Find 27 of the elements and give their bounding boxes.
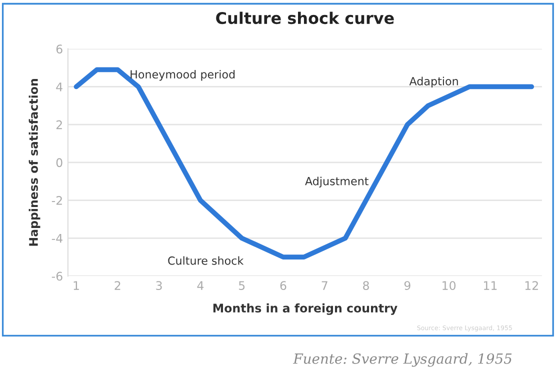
x-tick-label: 10 bbox=[442, 281, 456, 290]
x-tick-label: 9 bbox=[404, 281, 410, 290]
x-tick-label: 8 bbox=[363, 281, 369, 290]
annotation: Adaption bbox=[409, 76, 458, 88]
x-tick-label: 6 bbox=[280, 281, 286, 290]
annotation: Honeymood period bbox=[130, 70, 235, 81]
y-tick-label: 2 bbox=[56, 120, 62, 130]
y-tick-label: 6 bbox=[56, 44, 62, 54]
x-tick-label: 3 bbox=[156, 281, 162, 290]
x-tick-label: 12 bbox=[525, 281, 538, 290]
x-tick-label: 1 bbox=[74, 281, 79, 290]
chart-title: Culture shock curve bbox=[216, 12, 394, 24]
y-axis-title: Happiness of satisfaction bbox=[28, 78, 40, 246]
y-tick-label: 0 bbox=[56, 158, 62, 168]
x-tick-label: 2 bbox=[114, 281, 120, 290]
x-tick-label: 11 bbox=[484, 281, 497, 290]
annotation: Adjustment bbox=[305, 176, 368, 188]
y-tick-label: 4 bbox=[56, 82, 62, 92]
x-tick-label: 7 bbox=[322, 281, 328, 290]
x-tick-label: 4 bbox=[197, 281, 204, 290]
y-tick-label: -4 bbox=[52, 234, 62, 243]
annotation: Culture shock bbox=[168, 256, 244, 265]
x-tick-label: 5 bbox=[238, 281, 245, 290]
y-tick-label: -6 bbox=[52, 272, 62, 281]
y-tick-label: -2 bbox=[52, 196, 62, 205]
source-note: Fuente: Sverre Lysgaard, 1955 bbox=[292, 353, 512, 367]
x-axis-title: Months in a foreign country bbox=[213, 303, 398, 315]
